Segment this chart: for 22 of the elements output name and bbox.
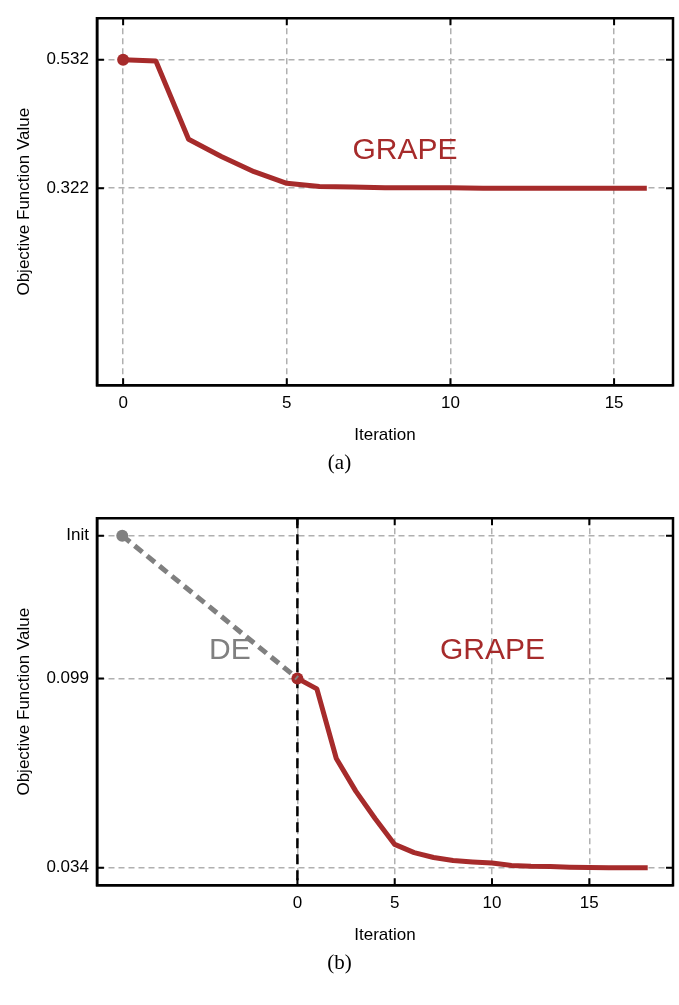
x-tick-label: 0 <box>292 893 303 913</box>
series-label: DE <box>208 631 251 665</box>
text: (b) <box>326 950 353 975</box>
x-tick-label: 10 <box>440 393 460 413</box>
x-tick-label: 10 <box>482 893 502 913</box>
x-tick-label: 15 <box>604 393 624 413</box>
y-tick-label: 0.532 <box>46 49 89 69</box>
x-tick-label: 0 <box>118 393 128 413</box>
series-label: GRAPE <box>352 131 458 165</box>
x-axis-title: Iteration <box>354 425 416 445</box>
y-axis-title: Objective Function Value <box>13 607 33 796</box>
x-tick-label: 15 <box>579 893 599 913</box>
y-tick-label: 0.034 <box>46 857 89 877</box>
y-tick-label: 0.322 <box>46 177 89 197</box>
y-axis-title: Objective Function Value <box>13 107 33 296</box>
x-tick-label: 5 <box>389 893 400 913</box>
text: (a) <box>326 450 353 475</box>
y-tick-label: Init <box>66 525 90 545</box>
y-tick-label: 0.099 <box>46 668 89 688</box>
x-axis-title: Iteration <box>354 925 416 945</box>
x-tick-label: 5 <box>282 393 292 413</box>
text: GRAPE <box>440 631 546 665</box>
